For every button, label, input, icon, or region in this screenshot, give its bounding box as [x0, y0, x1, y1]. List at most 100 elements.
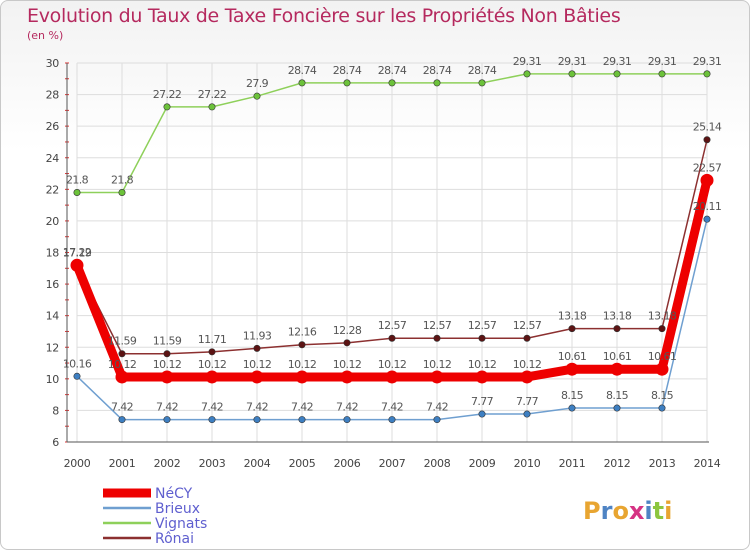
data-label-vignats: 29.31	[603, 55, 632, 68]
data-point-ronai	[478, 334, 486, 342]
data-label-ronai: 11.59	[108, 335, 137, 348]
y-tick-label: 10	[46, 373, 60, 386]
y-tick-label: 26	[46, 120, 60, 133]
y-tick-label: 14	[46, 310, 60, 323]
data-label-necy: 10.61	[648, 350, 677, 363]
data-point-vignats	[343, 79, 351, 87]
data-point-brieux	[523, 410, 531, 418]
data-point-vignats	[433, 79, 441, 87]
data-point-ronai	[253, 344, 261, 352]
data-point-ronai	[568, 325, 576, 333]
data-point-brieux	[658, 404, 666, 412]
data-label-brieux: 7.42	[156, 401, 178, 414]
data-label-ronai: 13.18	[603, 310, 632, 323]
x-tick-label: 2011	[559, 457, 586, 470]
logo-letter: i	[664, 497, 672, 525]
data-label-vignats: 28.74	[468, 64, 497, 77]
x-tick-label: 2008	[424, 457, 451, 470]
data-point-vignats	[478, 79, 486, 87]
data-point-ronai	[613, 325, 621, 333]
data-label-brieux: 10.16	[63, 357, 92, 370]
data-label-necy: 10.12	[423, 358, 452, 371]
x-tick-label: 2005	[289, 457, 316, 470]
data-label-necy: 10.12	[288, 358, 317, 371]
data-label-vignats: 28.74	[333, 64, 362, 77]
data-point-ronai	[208, 348, 216, 356]
y-tick-label: 22	[46, 183, 59, 196]
proxiti-logo: Proxiti	[583, 497, 672, 525]
data-point-vignats	[73, 188, 81, 196]
data-label-brieux: 7.77	[471, 395, 494, 408]
legend-label-brieux: Brieux	[155, 501, 200, 517]
data-label-necy: 10.12	[513, 358, 542, 371]
data-point-necy	[115, 370, 129, 384]
data-label-necy: 10.61	[558, 350, 587, 363]
data-label-ronai: 25.14	[693, 121, 722, 134]
data-point-brieux	[478, 410, 486, 418]
data-label-necy: 10.12	[468, 358, 497, 371]
x-tick-label: 2000	[64, 457, 91, 470]
data-point-necy	[70, 258, 84, 272]
data-label-brieux: 7.42	[381, 401, 403, 414]
data-label-ronai: 12.16	[288, 326, 317, 339]
data-point-ronai	[163, 350, 171, 358]
x-tick-label: 2012	[604, 457, 631, 470]
data-label-necy: 10.12	[153, 358, 182, 371]
data-label-ronai: 11.93	[243, 329, 272, 342]
data-label-vignats: 29.31	[558, 55, 587, 68]
data-label-brieux: 8.15	[651, 389, 674, 402]
data-point-necy	[520, 370, 534, 384]
data-label-brieux: 7.42	[426, 401, 448, 414]
data-label-ronai: 12.57	[513, 319, 542, 332]
data-point-ronai	[388, 334, 396, 342]
logo-letter: i	[644, 497, 652, 525]
legend-label-vignats: Vignats	[155, 516, 207, 532]
logo-letter: x	[629, 497, 645, 525]
logo-letter: P	[583, 497, 601, 525]
data-label-brieux: 7.42	[291, 401, 313, 414]
y-tick-label: 12	[46, 341, 59, 354]
data-label-ronai: 17.22	[63, 246, 92, 259]
data-point-brieux	[253, 416, 261, 424]
data-point-brieux	[703, 215, 711, 223]
x-tick-label: 2002	[154, 457, 181, 470]
data-point-necy	[475, 370, 489, 384]
data-label-brieux: 7.42	[201, 401, 223, 414]
data-label-ronai: 12.28	[333, 324, 362, 337]
y-tick-label: 20	[46, 215, 60, 228]
data-label-vignats: 27.22	[198, 88, 227, 101]
data-point-vignats	[658, 70, 666, 78]
data-point-ronai	[658, 325, 666, 333]
data-point-necy	[340, 370, 354, 384]
data-point-necy	[205, 370, 219, 384]
data-label-vignats: 27.22	[153, 88, 182, 101]
data-point-brieux	[568, 404, 576, 412]
x-tick-label: 2003	[199, 457, 226, 470]
data-point-vignats	[703, 70, 711, 78]
data-label-vignats: 28.74	[378, 64, 407, 77]
data-label-ronai: 12.57	[468, 319, 497, 332]
y-tick-label: 18	[46, 247, 60, 260]
data-label-brieux: 20.11	[693, 200, 722, 213]
data-point-necy	[385, 370, 399, 384]
y-tick-label: 30	[46, 57, 60, 70]
data-point-vignats	[388, 79, 396, 87]
data-point-vignats	[298, 79, 306, 87]
data-point-vignats	[118, 188, 126, 196]
x-tick-label: 2014	[694, 457, 721, 470]
data-point-ronai	[523, 334, 531, 342]
data-label-brieux: 7.42	[246, 401, 268, 414]
data-label-ronai: 13.18	[558, 310, 587, 323]
y-tick-label: 24	[46, 152, 60, 165]
data-label-necy: 10.12	[198, 358, 227, 371]
data-label-brieux: 8.15	[561, 389, 584, 402]
data-label-brieux: 7.42	[336, 401, 358, 414]
data-point-necy	[565, 362, 579, 376]
data-label-necy: 10.12	[108, 358, 137, 371]
legend-label-necy: NéCY	[155, 486, 193, 502]
data-point-brieux	[613, 404, 621, 412]
data-label-ronai: 12.57	[378, 319, 407, 332]
logo-letter: r	[601, 497, 613, 525]
